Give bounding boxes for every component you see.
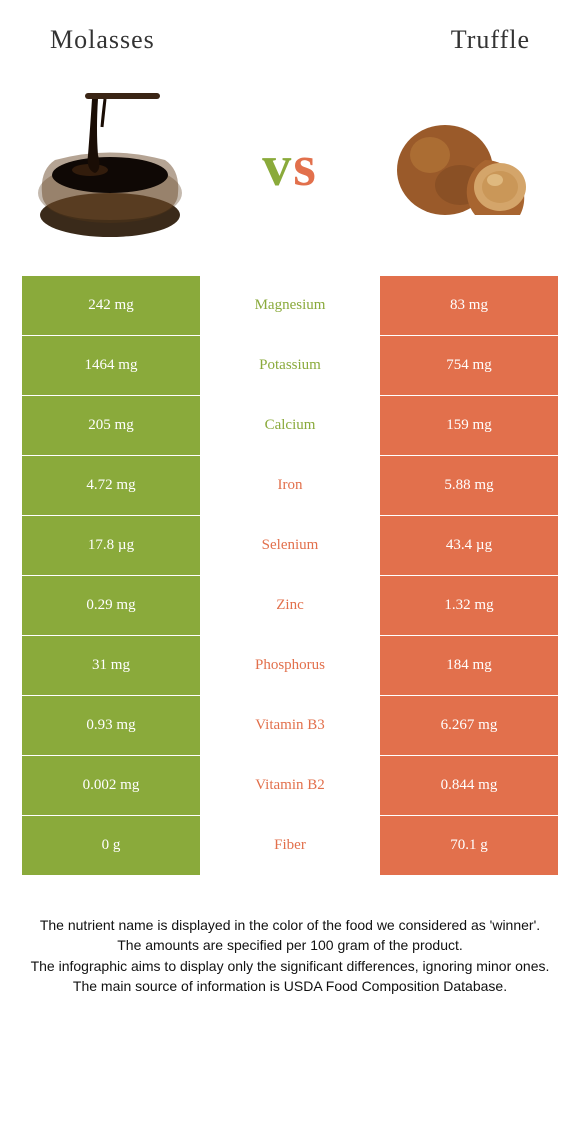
nutrient-label-cell: Magnesium <box>200 276 380 335</box>
table-row: 0 gFiber70.1 g <box>22 815 558 875</box>
left-value-cell: 17.8 µg <box>22 516 200 575</box>
left-value-cell: 0 g <box>22 816 200 875</box>
right-value-cell: 5.88 mg <box>380 456 558 515</box>
nutrient-label-cell: Selenium <box>200 516 380 575</box>
footnote-line: The amounts are specified per 100 gram o… <box>30 935 550 955</box>
images-row: vs <box>0 65 580 275</box>
nutrient-label-cell: Phosphorus <box>200 636 380 695</box>
left-value-cell: 0.29 mg <box>22 576 200 635</box>
table-row: 205 mgCalcium159 mg <box>22 395 558 455</box>
table-row: 4.72 mgIron5.88 mg <box>22 455 558 515</box>
left-value-cell: 1464 mg <box>22 336 200 395</box>
table-row: 0.29 mgZinc1.32 mg <box>22 575 558 635</box>
left-value-cell: 242 mg <box>22 276 200 335</box>
molasses-image <box>30 85 205 245</box>
left-food-title: Molasses <box>50 25 155 55</box>
header: Molasses Truffle <box>0 0 580 65</box>
right-value-cell: 83 mg <box>380 276 558 335</box>
footnote-line: The infographic aims to display only the… <box>30 956 550 976</box>
table-row: 242 mgMagnesium83 mg <box>22 275 558 335</box>
nutrient-label-cell: Iron <box>200 456 380 515</box>
truffle-image <box>375 85 550 245</box>
table-row: 0.93 mgVitamin B36.267 mg <box>22 695 558 755</box>
right-food-title: Truffle <box>451 25 530 55</box>
right-value-cell: 43.4 µg <box>380 516 558 575</box>
table-row: 0.002 mgVitamin B20.844 mg <box>22 755 558 815</box>
footnote: The nutrient name is displayed in the co… <box>0 875 580 996</box>
vs-v-letter: v <box>262 133 293 198</box>
right-value-cell: 159 mg <box>380 396 558 455</box>
left-value-cell: 0.93 mg <box>22 696 200 755</box>
footnote-line: The nutrient name is displayed in the co… <box>30 915 550 935</box>
left-value-cell: 31 mg <box>22 636 200 695</box>
nutrient-label-cell: Calcium <box>200 396 380 455</box>
left-value-cell: 205 mg <box>22 396 200 455</box>
nutrient-label-cell: Vitamin B2 <box>200 756 380 815</box>
table-row: 17.8 µgSelenium43.4 µg <box>22 515 558 575</box>
vs-label: vs <box>262 132 318 199</box>
footnote-line: The main source of information is USDA F… <box>30 976 550 996</box>
vs-s-letter: s <box>293 133 318 198</box>
right-value-cell: 1.32 mg <box>380 576 558 635</box>
right-value-cell: 184 mg <box>380 636 558 695</box>
nutrient-label-cell: Potassium <box>200 336 380 395</box>
table-row: 1464 mgPotassium754 mg <box>22 335 558 395</box>
nutrient-table: 242 mgMagnesium83 mg1464 mgPotassium754 … <box>22 275 558 875</box>
nutrient-label-cell: Zinc <box>200 576 380 635</box>
right-value-cell: 70.1 g <box>380 816 558 875</box>
left-value-cell: 0.002 mg <box>22 756 200 815</box>
nutrient-label-cell: Fiber <box>200 816 380 875</box>
left-value-cell: 4.72 mg <box>22 456 200 515</box>
right-value-cell: 6.267 mg <box>380 696 558 755</box>
right-value-cell: 754 mg <box>380 336 558 395</box>
nutrient-label-cell: Vitamin B3 <box>200 696 380 755</box>
right-value-cell: 0.844 mg <box>380 756 558 815</box>
table-row: 31 mgPhosphorus184 mg <box>22 635 558 695</box>
